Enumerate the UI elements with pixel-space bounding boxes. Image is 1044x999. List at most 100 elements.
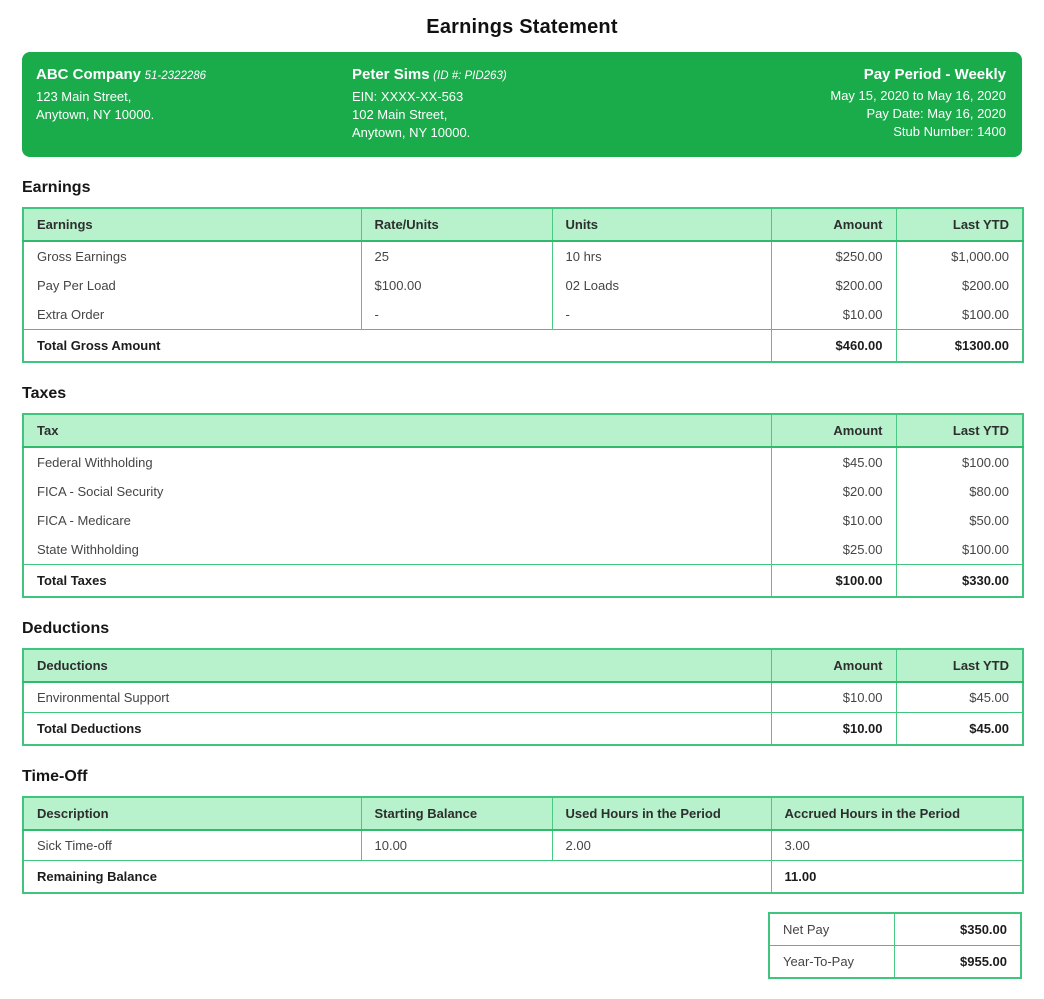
company-address-line2: Anytown, NY 10000. bbox=[36, 107, 155, 122]
tax-amount: $20.00 bbox=[770, 477, 896, 506]
earning-amount: $10.00 bbox=[770, 300, 896, 330]
company-name-line: ABC Company 51-2322286 bbox=[36, 66, 352, 85]
timeoff-row: Sick Time-off 10.00 2.00 3.00 bbox=[23, 830, 1023, 861]
earning-units: 02 Loads bbox=[551, 271, 771, 300]
earning-units: - bbox=[551, 300, 771, 330]
page-title: Earnings Statement bbox=[426, 16, 618, 38]
earning-ytd: $100.00 bbox=[895, 300, 1023, 330]
tax-ytd: $80.00 bbox=[895, 477, 1023, 506]
timeoff-used-hours: 2.00 bbox=[551, 830, 771, 861]
amount-col-header: Amount bbox=[770, 414, 896, 448]
deductions-total-amount: $10.00 bbox=[770, 712, 896, 745]
timeoff-table: Description Starting Balance Used Hours … bbox=[22, 796, 1024, 894]
earnings-total-amount: $460.00 bbox=[770, 329, 896, 362]
pay-period-range: May 15, 2020 to May 16, 2020 bbox=[830, 88, 1006, 103]
earnings-row: Extra Order - - $10.00 $100.00 bbox=[23, 300, 1023, 330]
employee-id: (ID #: PID263) bbox=[433, 70, 507, 82]
starting-balance-col-header: Starting Balance bbox=[360, 797, 552, 831]
deduction-ytd: $45.00 bbox=[895, 682, 1023, 713]
tax-amount: $10.00 bbox=[770, 506, 896, 535]
taxes-total-ytd: $330.00 bbox=[895, 564, 1023, 597]
deductions-section-heading: Deductions bbox=[22, 620, 110, 637]
earnings-row: Pay Per Load $100.00 02 Loads $200.00 $2… bbox=[23, 271, 1023, 300]
deductions-total-label: Total Deductions bbox=[23, 712, 771, 745]
year-to-pay-label: Year-To-Pay bbox=[769, 945, 894, 978]
earning-amount: $250.00 bbox=[770, 241, 896, 271]
statement-header-band: ABC Company 51-2322286 123 Main Street, … bbox=[22, 52, 1022, 157]
earning-ytd: $200.00 bbox=[895, 271, 1023, 300]
deduction-row: Environmental Support $10.00 $45.00 bbox=[23, 682, 1023, 713]
description-col-header: Description bbox=[23, 797, 361, 831]
taxes-total-label: Total Taxes bbox=[23, 564, 771, 597]
timeoff-starting-balance: 10.00 bbox=[360, 830, 552, 861]
earning-name: Gross Earnings bbox=[37, 249, 127, 264]
last-ytd-col-header: Last YTD bbox=[895, 649, 1023, 683]
employee-ein: EIN: XXXX-XX-563 bbox=[352, 89, 464, 104]
net-pay-summary-table: Net Pay $350.00 Year-To-Pay $955.00 bbox=[768, 912, 1022, 979]
pay-period-info: Pay Period - Weekly May 15, 2020 to May … bbox=[830, 66, 1006, 142]
earning-rate: - bbox=[360, 300, 552, 330]
deduction-name: Environmental Support bbox=[37, 690, 170, 705]
employee-name-line: Peter Sims (ID #: PID263) bbox=[352, 66, 830, 85]
stub-number: Stub Number: 1400 bbox=[893, 124, 1006, 139]
last-ytd-col-header: Last YTD bbox=[895, 208, 1023, 242]
rate-units-col-header: Rate/Units bbox=[360, 208, 552, 242]
net-pay-value: $350.00 bbox=[893, 913, 1021, 946]
deductions-header-row: Deductions Amount Last YTD bbox=[23, 649, 1023, 683]
employee-address-line1: 102 Main Street, bbox=[352, 107, 448, 122]
tax-row: Federal Withholding $45.00 $100.00 bbox=[23, 447, 1023, 477]
tax-ytd: $100.00 bbox=[895, 447, 1023, 477]
amount-col-header: Amount bbox=[770, 208, 896, 242]
timeoff-description: Sick Time-off bbox=[37, 838, 112, 853]
earning-units: 10 hrs bbox=[551, 241, 771, 271]
earning-rate: 25 bbox=[360, 241, 552, 271]
remaining-balance-value: 11.00 bbox=[770, 860, 1023, 893]
units-col-header: Units bbox=[551, 208, 771, 242]
taxes-table: Tax Amount Last YTD Federal Withholding … bbox=[22, 413, 1024, 598]
timeoff-total-label: Remaining Balance bbox=[23, 860, 771, 893]
summary-section: Net Pay $350.00 Year-To-Pay $955.00 bbox=[22, 912, 1022, 979]
earning-amount: $200.00 bbox=[770, 271, 896, 300]
year-to-pay-row: Year-To-Pay $955.00 bbox=[769, 945, 1021, 978]
deduction-amount: $10.00 bbox=[770, 682, 896, 713]
employee-name: Peter Sims bbox=[352, 66, 430, 83]
pay-date: Pay Date: May 16, 2020 bbox=[866, 106, 1006, 121]
net-pay-row: Net Pay $350.00 bbox=[769, 913, 1021, 946]
timeoff-header-row: Description Starting Balance Used Hours … bbox=[23, 797, 1023, 831]
earning-name: Pay Per Load bbox=[37, 278, 116, 293]
accrued-hours-col-header: Accrued Hours in the Period bbox=[770, 797, 1023, 831]
tax-name: State Withholding bbox=[37, 542, 139, 557]
company-info: ABC Company 51-2322286 123 Main Street, … bbox=[36, 66, 352, 142]
tax-amount: $25.00 bbox=[770, 535, 896, 565]
tax-name: FICA - Medicare bbox=[37, 513, 131, 528]
tax-row: FICA - Social Security $20.00 $80.00 bbox=[23, 477, 1023, 506]
taxes-total-amount: $100.00 bbox=[770, 564, 896, 597]
deductions-table: Deductions Amount Last YTD Environmental… bbox=[22, 648, 1024, 746]
earning-rate: $100.00 bbox=[360, 271, 552, 300]
tax-ytd: $100.00 bbox=[895, 535, 1023, 565]
earnings-statement-page: Earnings Statement ABC Company 51-232228… bbox=[0, 16, 1044, 999]
earnings-row: Gross Earnings 25 10 hrs $250.00 $1,000.… bbox=[23, 241, 1023, 271]
timeoff-total-row: Remaining Balance 11.00 bbox=[23, 860, 1023, 893]
tax-ytd: $50.00 bbox=[895, 506, 1023, 535]
earning-ytd: $1,000.00 bbox=[895, 241, 1023, 271]
taxes-section-heading: Taxes bbox=[22, 385, 67, 402]
deductions-total-ytd: $45.00 bbox=[895, 712, 1023, 745]
deductions-total-row: Total Deductions $10.00 $45.00 bbox=[23, 712, 1023, 745]
last-ytd-col-header: Last YTD bbox=[895, 414, 1023, 448]
earnings-col-header: Earnings bbox=[23, 208, 361, 242]
taxes-header-row: Tax Amount Last YTD bbox=[23, 414, 1023, 448]
pay-period-title: Pay Period - Weekly bbox=[863, 66, 1006, 83]
earnings-total-row: Total Gross Amount $460.00 $1300.00 bbox=[23, 329, 1023, 362]
timeoff-accrued-hours: 3.00 bbox=[770, 830, 1023, 861]
earnings-section-heading: Earnings bbox=[22, 179, 91, 196]
tax-col-header: Tax bbox=[23, 414, 771, 448]
tax-name: FICA - Social Security bbox=[37, 484, 164, 499]
tax-name: Federal Withholding bbox=[37, 455, 153, 470]
earnings-total-label: Total Gross Amount bbox=[23, 329, 771, 362]
company-address-line1: 123 Main Street, bbox=[36, 89, 132, 104]
timeoff-section-heading: Time-Off bbox=[22, 768, 88, 785]
tax-row: State Withholding $25.00 $100.00 bbox=[23, 535, 1023, 565]
employee-info: Peter Sims (ID #: PID263) EIN: XXXX-XX-5… bbox=[352, 66, 830, 142]
employee-address-line2: Anytown, NY 10000. bbox=[352, 125, 471, 140]
